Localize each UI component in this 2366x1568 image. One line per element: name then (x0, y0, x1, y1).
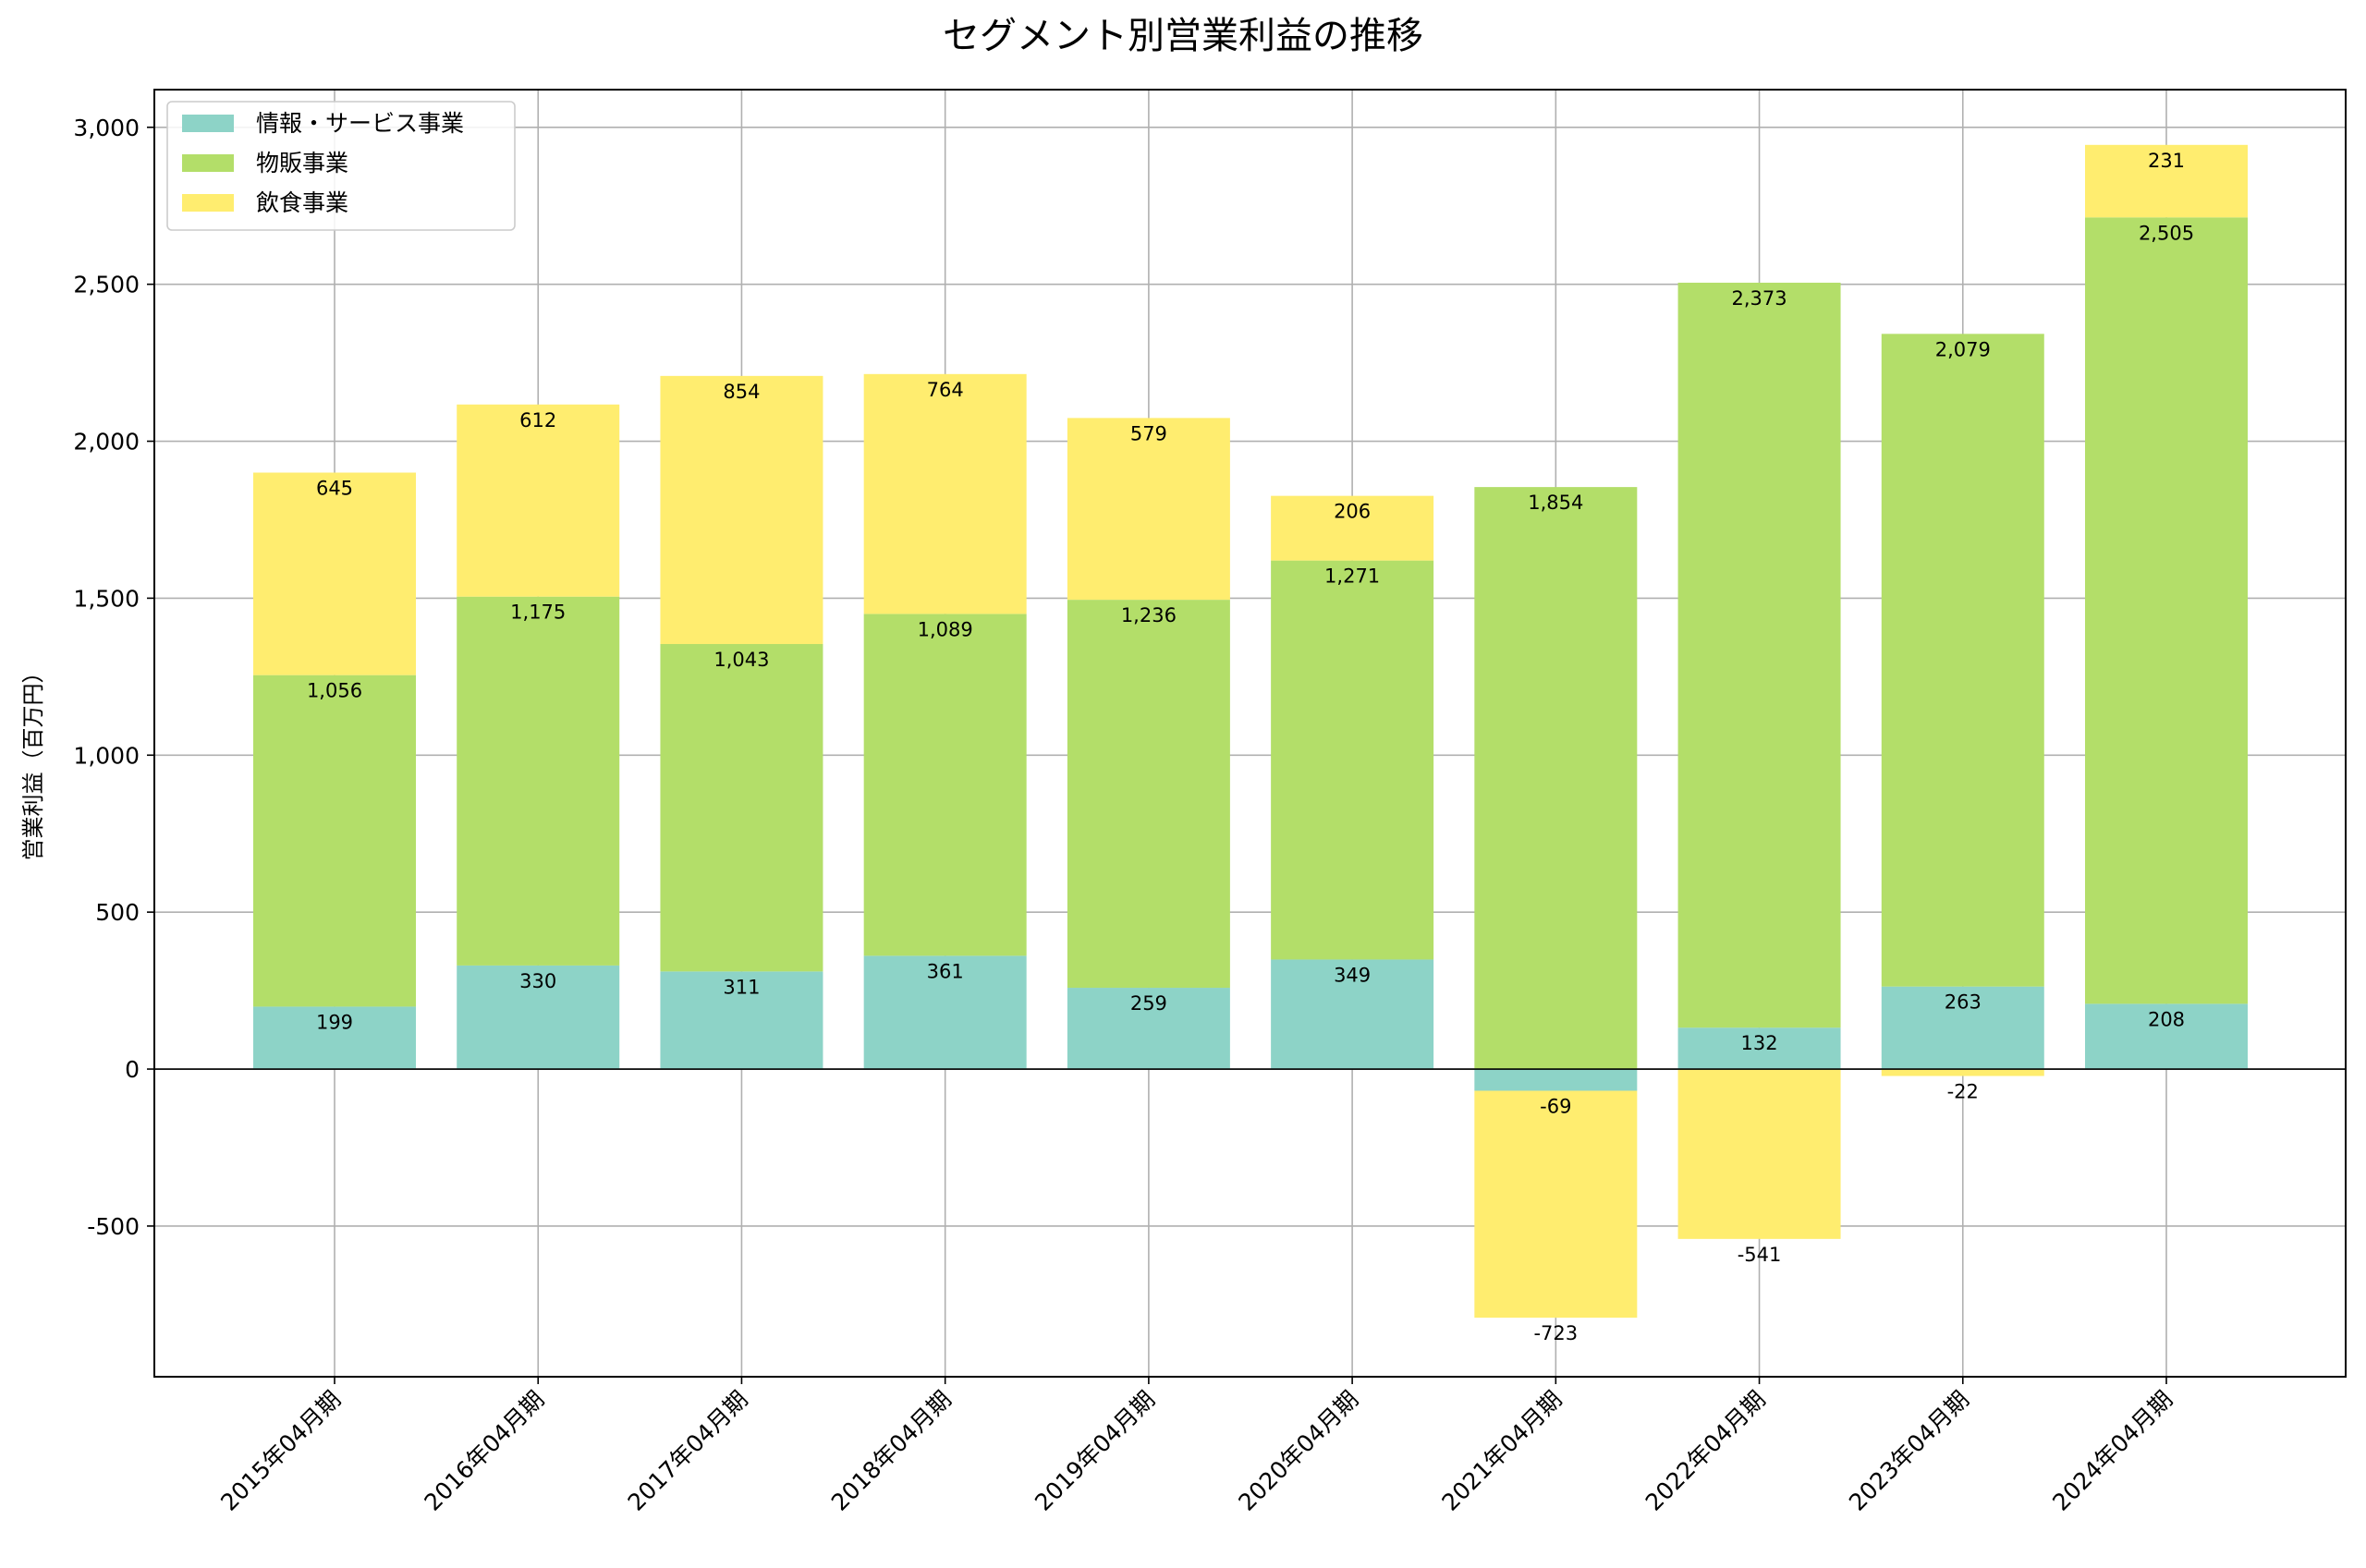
y-tick-label: 1,500 (73, 585, 140, 612)
bar-segment (253, 675, 416, 1007)
legend-label: 飲食事業 (256, 189, 348, 216)
data-label: -723 (1533, 1322, 1578, 1344)
data-label: 208 (2148, 1008, 2185, 1030)
data-label: 2,079 (1935, 338, 1991, 360)
plot-frame (153, 89, 2347, 1378)
data-label: 231 (2148, 150, 2185, 172)
data-labels: 199 1,056 645 330 1,175 612 311 1,043 854 361 1,08… (307, 150, 2194, 1344)
y-tick-label: 2,500 (73, 272, 140, 298)
bar-segment (2085, 1003, 2248, 1070)
data-label: 2,505 (2139, 222, 2194, 244)
bar-segment (457, 596, 620, 966)
bar-segment (1067, 988, 1230, 1070)
bar-segment (457, 965, 620, 1070)
data-label: 311 (723, 976, 760, 998)
legend-label: 物販事業 (256, 150, 348, 176)
data-label: 1,043 (713, 649, 769, 671)
data-label: 1,271 (1324, 565, 1380, 588)
legend-swatch (182, 115, 234, 132)
y-tick-label: 2,000 (73, 429, 140, 456)
data-label: 2,373 (1731, 287, 1787, 310)
data-label: 1,236 (1121, 604, 1177, 626)
x-tick-label: 2018年04月期 (826, 1386, 957, 1516)
bar-segment (2085, 217, 2248, 1004)
bar-segment (863, 373, 1027, 614)
bar-segment (863, 614, 1027, 956)
data-label: -22 (1947, 1081, 1979, 1103)
bar-segment (253, 1006, 416, 1070)
bar-segment (1677, 282, 1841, 1028)
chart-title: セグメント別営業利益の推移 (943, 15, 1423, 57)
y-tick-label: 500 (95, 899, 140, 926)
bar-segment (1067, 600, 1230, 989)
data-label: 1,089 (918, 618, 973, 640)
data-label: 361 (927, 960, 964, 982)
y-axis: -500 0 500 1,000 1,500 2,000 2,500 3,000 (73, 115, 154, 1240)
bar-segment (660, 644, 823, 972)
data-label: 1,056 (307, 680, 362, 702)
data-label: 1,854 (1528, 492, 1583, 514)
y-tick-label: 1,000 (73, 742, 140, 769)
x-tick-label: 2024年04月期 (2047, 1386, 2177, 1516)
x-tick-label: 2015年04月期 (215, 1386, 346, 1516)
y-tick-label: 3,000 (73, 115, 140, 141)
y-axis-label: 営業利益（百万円） (20, 662, 46, 861)
bar-segment (1474, 1090, 1638, 1319)
data-label: 330 (519, 970, 556, 992)
data-label: 349 (1334, 964, 1371, 986)
bar-segment (1271, 495, 1434, 561)
data-label: 854 (723, 381, 760, 403)
data-label: -541 (1738, 1244, 1782, 1266)
data-label: 263 (1945, 991, 1982, 1014)
legend-label: 情報・サービス事業 (256, 110, 464, 137)
legend-swatch (182, 154, 234, 172)
bar-segment (1474, 487, 1638, 1070)
bar-segment (660, 971, 823, 1070)
legend-swatch (182, 194, 234, 212)
x-tick-label: 2022年04月期 (1640, 1386, 1771, 1516)
data-label: 199 (316, 1011, 353, 1033)
x-tick-label: 2023年04月期 (1844, 1386, 1974, 1516)
x-axis: 2015年04月期 2016年04月期 2017年04月期 2018年04月期 2019… (215, 1377, 2177, 1516)
bar-segment (1067, 418, 1230, 601)
x-tick-label: 2020年04月期 (1233, 1386, 1363, 1516)
data-label: 132 (1741, 1032, 1778, 1054)
data-label: 206 (1334, 501, 1371, 523)
bar-segment (1881, 986, 2044, 1070)
x-tick-label: 2019年04月期 (1030, 1386, 1160, 1516)
bars (253, 144, 2248, 1319)
legend-box (166, 101, 516, 231)
bar-segment (2085, 144, 2248, 218)
y-tick-label: -500 (87, 1213, 140, 1240)
bar-segment (1271, 560, 1434, 960)
bar-segment (1271, 959, 1434, 1070)
data-label: 1,175 (510, 602, 566, 624)
data-label: 764 (927, 379, 964, 401)
bar-segment (1677, 1027, 1841, 1070)
data-label: 612 (519, 409, 556, 432)
bar-segment (1474, 1069, 1638, 1091)
bar-segment (1677, 1069, 1841, 1239)
data-label: 259 (1130, 992, 1167, 1015)
data-label: 579 (1130, 422, 1167, 444)
data-label: 645 (316, 478, 353, 500)
x-tick-label: 2021年04月期 (1437, 1386, 1567, 1516)
bar-segment (457, 404, 620, 597)
bar-segment (253, 472, 416, 675)
x-tick-label: 2017年04月期 (623, 1386, 753, 1516)
x-tick-label: 2016年04月期 (419, 1386, 549, 1516)
bar-segment (660, 375, 823, 645)
y-tick-label: 0 (125, 1056, 140, 1083)
bar-segment (863, 955, 1027, 1070)
data-label: -69 (1540, 1095, 1571, 1117)
bar-segment (1881, 1069, 2044, 1076)
bar-segment (1881, 334, 2044, 987)
